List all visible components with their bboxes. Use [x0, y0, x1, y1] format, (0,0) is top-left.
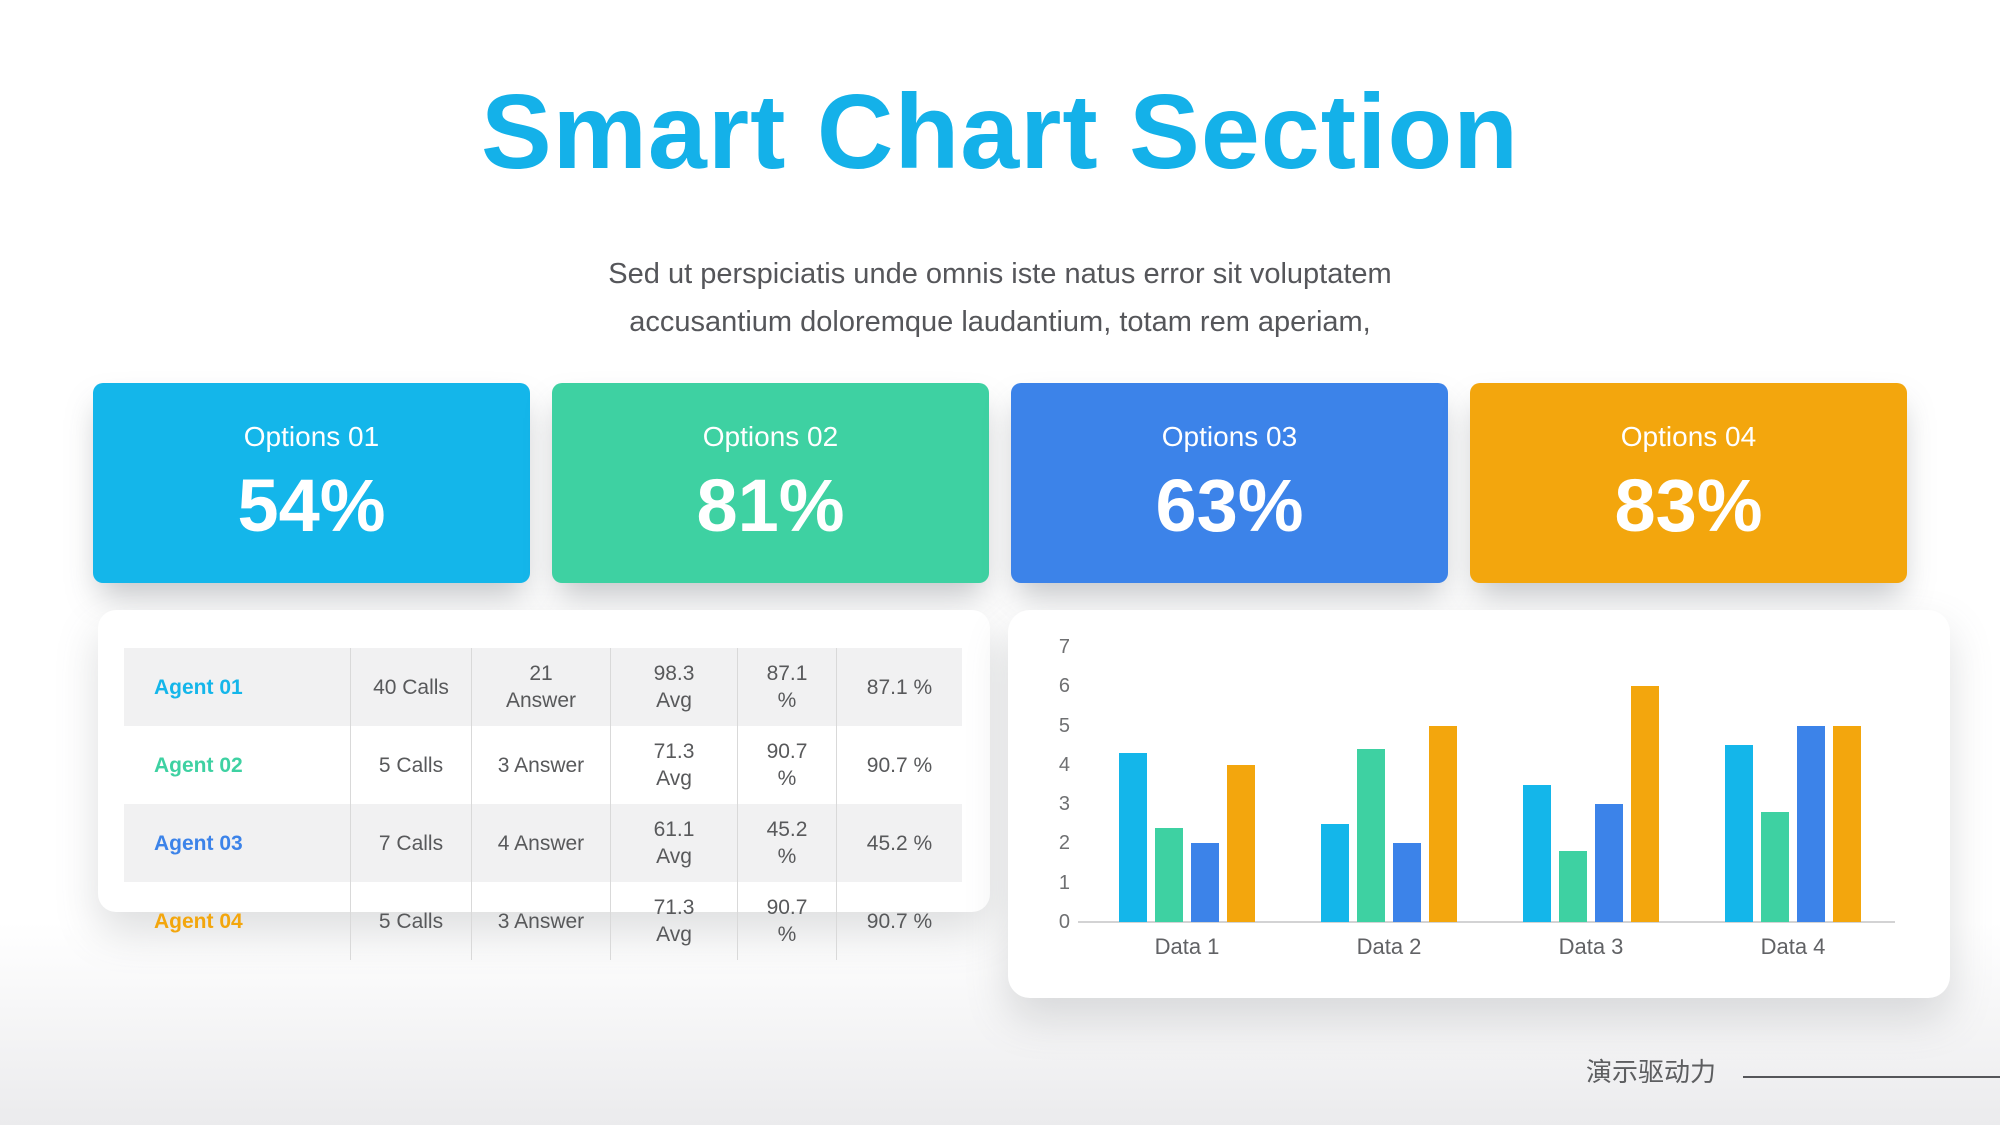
bar: [1797, 725, 1825, 922]
y-axis-tick-label: 5: [1058, 714, 1070, 737]
y-axis-tick-label: 1: [1058, 871, 1070, 894]
y-axis-tick-label: 4: [1058, 753, 1070, 776]
page-subtitle: Sed ut perspiciatis unde omnis iste natu…: [0, 250, 2000, 346]
y-axis-tick-label: 0: [1058, 911, 1070, 933]
table-cell: 90.7 %: [836, 726, 962, 804]
bar: [1119, 753, 1147, 922]
agent-name-cell: Agent 01: [154, 675, 243, 699]
option-card-value: 54%: [237, 464, 386, 547]
option-card-label: Options 04: [1620, 421, 1757, 452]
footer-watermark: 演示驱动力: [1586, 1057, 1717, 1087]
option-card-value: 83%: [1614, 464, 1763, 547]
table-cell: 21 Answer: [471, 648, 610, 726]
table-cell: 71.3 Avg: [610, 726, 737, 804]
agent-name-cell: Agent 03: [154, 831, 243, 855]
bar: [1191, 843, 1219, 922]
x-axis-label: Data 1: [1154, 934, 1220, 959]
bar: [1595, 804, 1623, 922]
option-cards-row: Options 01 54% Options 02 81% Options 03 63% O…: [93, 383, 1907, 583]
agent-name-cell: Agent 02: [154, 753, 243, 777]
bar: [1321, 823, 1349, 922]
subtitle-line-1: Sed ut perspiciatis unde omnis iste natu…: [608, 258, 1392, 290]
option-card: Options 03 63%: [1011, 383, 1448, 583]
y-axis-tick-label: 2: [1058, 832, 1070, 855]
x-axis-label: Data 2: [1356, 934, 1422, 959]
table-row: Agent 03 7 Calls 4 Answer 61.1 Avg 45.2 % 45.…: [124, 804, 962, 882]
footer-divider-line: [1743, 1076, 2000, 1078]
bar-group: [1321, 647, 1457, 922]
bar-group: [1119, 647, 1255, 922]
table-row: Agent 04 5 Calls 3 Answer 71.3 Avg 90.7 % 90.…: [124, 882, 962, 960]
y-axis-tick-label: 6: [1058, 675, 1070, 698]
page-title: Smart Chart Section: [480, 73, 1519, 191]
table-cell: 3 Answer: [471, 726, 610, 804]
bar-chart-panel: 0 1 2 3 4 5 6 7 Data 1 Data 2 Data 3 Data 4: [1008, 610, 1950, 998]
subtitle-line-2: accusantium doloremque laudantium, totam…: [629, 306, 1371, 338]
bar: [1393, 843, 1421, 922]
x-axis-label: Data 3: [1558, 934, 1624, 959]
table-cell: 87.1 %: [737, 648, 836, 726]
option-card-label: Options 01: [243, 421, 380, 452]
table-cell: 90.7 %: [737, 882, 836, 960]
option-card-label: Options 03: [1161, 421, 1298, 452]
bar: [1429, 725, 1457, 922]
table-cell: 5 Calls: [350, 726, 471, 804]
table-cell: 61.1 Avg: [610, 804, 737, 882]
y-axis-tick-label: 7: [1058, 636, 1070, 658]
bar-chart-plot-area: [1085, 647, 1893, 922]
bar-group: [1523, 647, 1659, 922]
option-card: Options 02 81%: [552, 383, 989, 583]
table-cell: 87.1 %: [836, 648, 962, 726]
bar: [1559, 851, 1587, 922]
table-cell: 90.7 %: [836, 882, 962, 960]
table-cell: 4 Answer: [471, 804, 610, 882]
bar: [1761, 812, 1789, 922]
table-cell: 90.7 %: [737, 726, 836, 804]
agents-table: Agent 01 40 Calls 21 Answer 98.3 Avg 87.1 % 8…: [124, 648, 962, 960]
y-axis-tick-label: 3: [1058, 793, 1070, 816]
table-cell: 3 Answer: [471, 882, 610, 960]
table-row: Agent 01 40 Calls 21 Answer 98.3 Avg 87.1 % 8…: [124, 648, 962, 726]
table-cell: 5 Calls: [350, 882, 471, 960]
option-card: Options 04 83%: [1470, 383, 1907, 583]
x-axis-line: [1078, 921, 1895, 923]
bar: [1833, 725, 1861, 922]
table-cell: 7 Calls: [350, 804, 471, 882]
bar: [1631, 686, 1659, 922]
bar: [1357, 749, 1385, 922]
table-row: Agent 02 5 Calls 3 Answer 71.3 Avg 90.7 % 90.…: [124, 726, 962, 804]
agent-name-cell: Agent 04: [154, 909, 243, 933]
bar: [1523, 784, 1551, 922]
table-cell: 45.2 %: [737, 804, 836, 882]
option-card-label: Options 02: [702, 421, 839, 452]
table-cell: 40 Calls: [350, 648, 471, 726]
bar: [1227, 764, 1255, 922]
option-card-value: 81%: [696, 464, 845, 547]
table-cell: 45.2 %: [836, 804, 962, 882]
bar-group: [1725, 647, 1861, 922]
table-cell: 98.3 Avg: [610, 648, 737, 726]
option-card: Options 01 54%: [93, 383, 530, 583]
bar: [1725, 745, 1753, 922]
table-cell: 71.3 Avg: [610, 882, 737, 960]
x-axis-label: Data 4: [1760, 934, 1826, 959]
bar: [1155, 827, 1183, 922]
option-card-value: 63%: [1155, 464, 1304, 547]
